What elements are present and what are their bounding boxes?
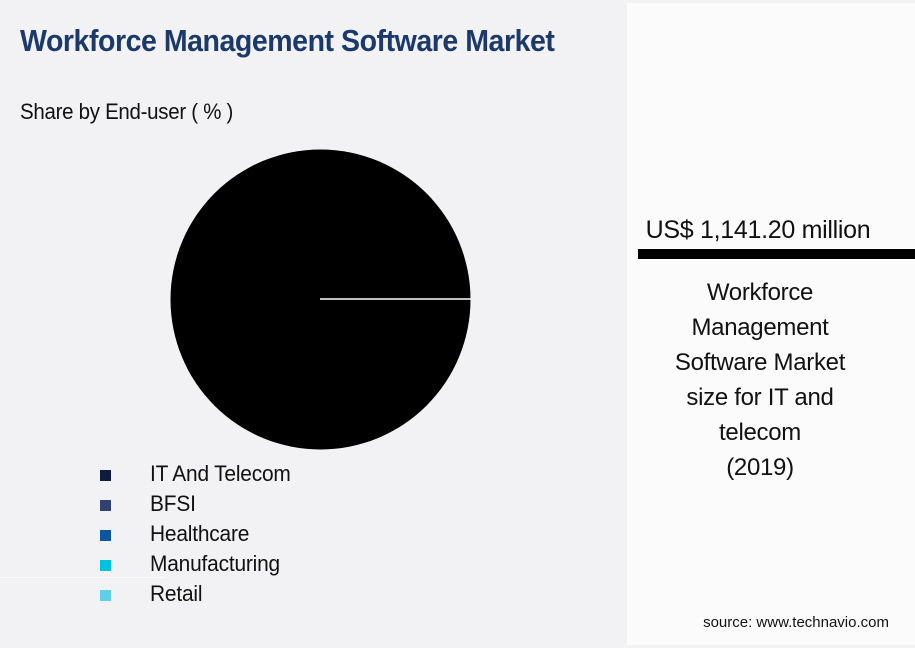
legend-swatch-icon [100,560,111,571]
legend-swatch-icon [100,530,111,541]
description-line: (2019) [726,454,794,481]
divider [0,577,165,578]
pie-chart [170,149,471,450]
description-line: telecom [719,419,801,446]
description-line: size for IT and [686,384,834,411]
info-panel: US$ 1,141.20 million Workforce Managemen… [627,3,915,645]
chart-title: Workforce Management Software Market [20,23,555,58]
legend-swatch-icon [100,500,111,511]
chart-subtitle: Share by End-user ( % ) [20,99,234,124]
legend-swatch-icon [100,470,111,481]
legend-swatch-icon [100,590,111,601]
description-line: Workforce [706,279,814,306]
description-line: Management [691,314,829,341]
legend-label: Healthcare [150,521,250,546]
description-line: Software Market [674,349,846,376]
divider-bar [638,249,915,259]
legend-label: Manufacturing [150,551,280,576]
market-size-value: US$ 1,141.20 million [645,216,871,244]
legend-label: BFSI [150,491,196,516]
legend-label: Retail [150,581,203,606]
market-size-description: Workforce Management Software Market siz… [627,275,893,485]
legend-label: IT And Telecom [150,461,291,486]
source-note: source: www.technavio.com [703,614,889,631]
